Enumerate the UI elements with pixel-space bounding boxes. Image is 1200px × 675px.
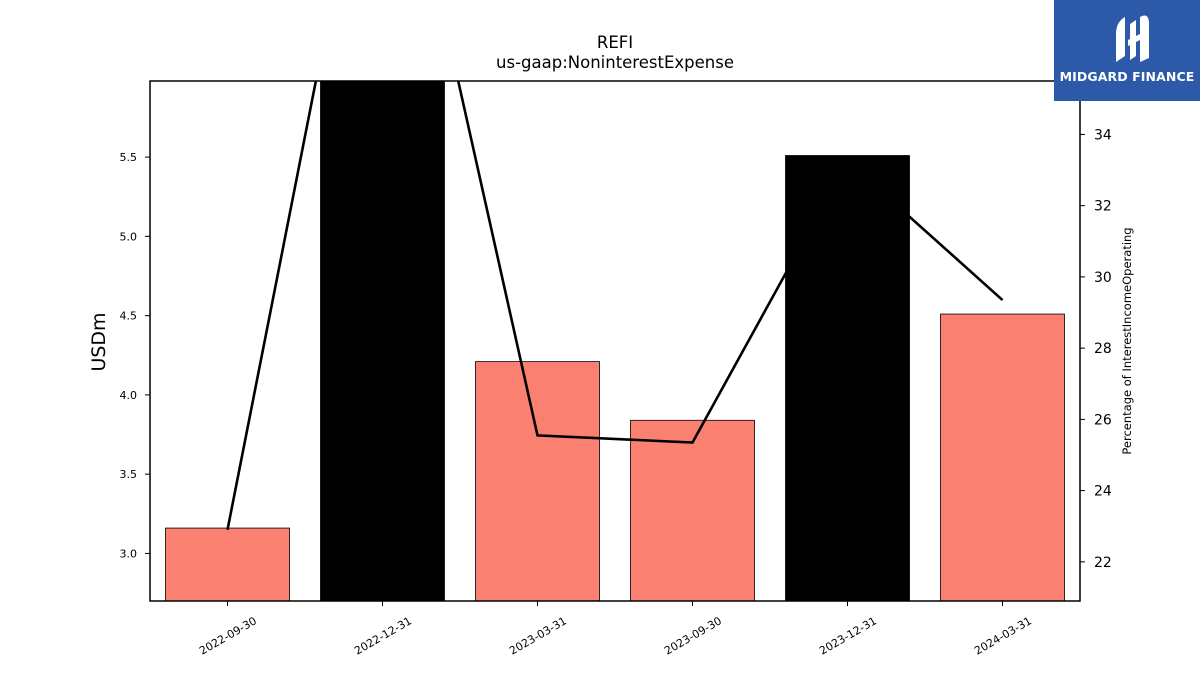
bar	[785, 155, 910, 602]
plot-frame	[149, 80, 1081, 602]
bar	[630, 419, 755, 602]
y2-tick-label: 34	[1094, 127, 1112, 143]
y-tick-label: 4.0	[120, 389, 138, 402]
logo-mark-icon	[1116, 15, 1149, 62]
bar	[320, 80, 445, 602]
x-tick-label: 2022-12-31	[352, 614, 414, 657]
y2-tick-label: 22	[1094, 555, 1112, 571]
x-tick-label: 2023-12-31	[817, 614, 879, 657]
y2-tick-label: 28	[1094, 341, 1112, 357]
brand-logo: MIDGARD FINANCE	[1054, 0, 1200, 101]
bar	[940, 313, 1065, 602]
y-tick-label: 5.5	[120, 151, 138, 164]
y-tick-label: 3.5	[120, 468, 138, 481]
series-line	[226, 81, 1004, 531]
y-axis-label: USDm	[88, 312, 110, 371]
x-tick-label: 2023-03-31	[507, 614, 569, 657]
x-tick-label: 2022-09-30	[197, 614, 259, 657]
y2-tick-label: 32	[1094, 199, 1112, 215]
y2-axis-label: Percentage of InterestIncomeOperating	[1120, 227, 1134, 454]
bar	[475, 361, 600, 602]
y2-tick-label: 24	[1094, 484, 1112, 500]
chart-title: REFI	[597, 33, 633, 52]
x-tick-label: 2024-03-31	[972, 614, 1034, 657]
y2-tick-label: 26	[1094, 412, 1112, 428]
chart-subtitle: us-gaap:NoninterestExpense	[496, 53, 734, 72]
y-tick-label: 5.0	[120, 230, 138, 243]
x-tick-label: 2023-09-30	[662, 614, 724, 657]
logo-text: MIDGARD FINANCE	[1059, 69, 1195, 84]
y2-tick-label: 30	[1094, 270, 1112, 286]
bar	[165, 527, 290, 602]
y-tick-label: 3.0	[120, 547, 138, 560]
y-tick-label: 4.5	[120, 310, 138, 323]
